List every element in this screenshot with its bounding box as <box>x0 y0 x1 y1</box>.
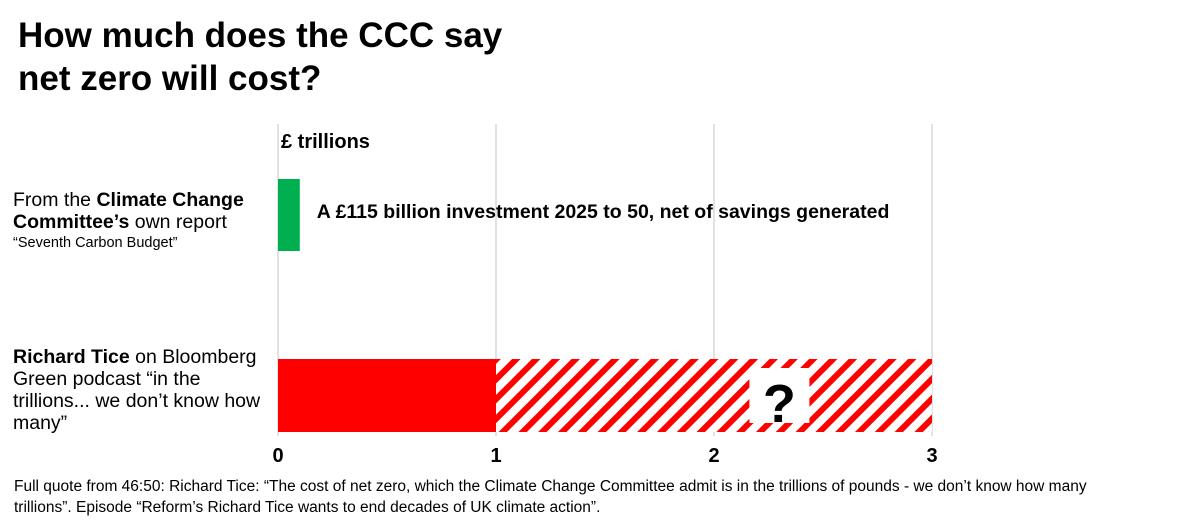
category-label-tice: Richard Tice on Bloomberg Green podcast … <box>13 346 261 434</box>
footnote: Full quote from 46:50: Richard Tice: “Th… <box>14 478 1087 516</box>
title-line-1: How much does the CCC say <box>18 16 503 55</box>
x-tick-label: 1 <box>490 445 501 467</box>
ccc-report-name: “Seventh Carbon Budget” <box>13 235 178 251</box>
question-box <box>749 368 810 423</box>
bar-2 <box>278 359 496 432</box>
chart-labels: 0 1 2 3 £ trillions A £115 billion investment… <box>272 131 937 467</box>
question-mark-label: ? <box>763 374 796 434</box>
page-title: How much does the CCC say net zero will … <box>18 14 578 100</box>
title-line-2: net zero will cost? <box>18 59 322 98</box>
bars <box>278 179 932 432</box>
x-tick-label: 0 <box>272 445 283 467</box>
tice-name: Richard Tice <box>13 346 130 368</box>
x-tick-label: 2 <box>708 445 719 467</box>
unit-label: £ trillions <box>281 131 370 153</box>
bar-1 <box>278 179 300 251</box>
category-label-ccc: From the Climate Change Committee’s own … <box>13 189 273 253</box>
x-tick-label: 3 <box>926 445 937 467</box>
data-label-1: A £115 billion investment 2025 to 50, ne… <box>317 201 890 223</box>
bar-uncertain-range <box>496 359 932 432</box>
ccc-name: Climate Change Committee’s <box>13 189 244 233</box>
